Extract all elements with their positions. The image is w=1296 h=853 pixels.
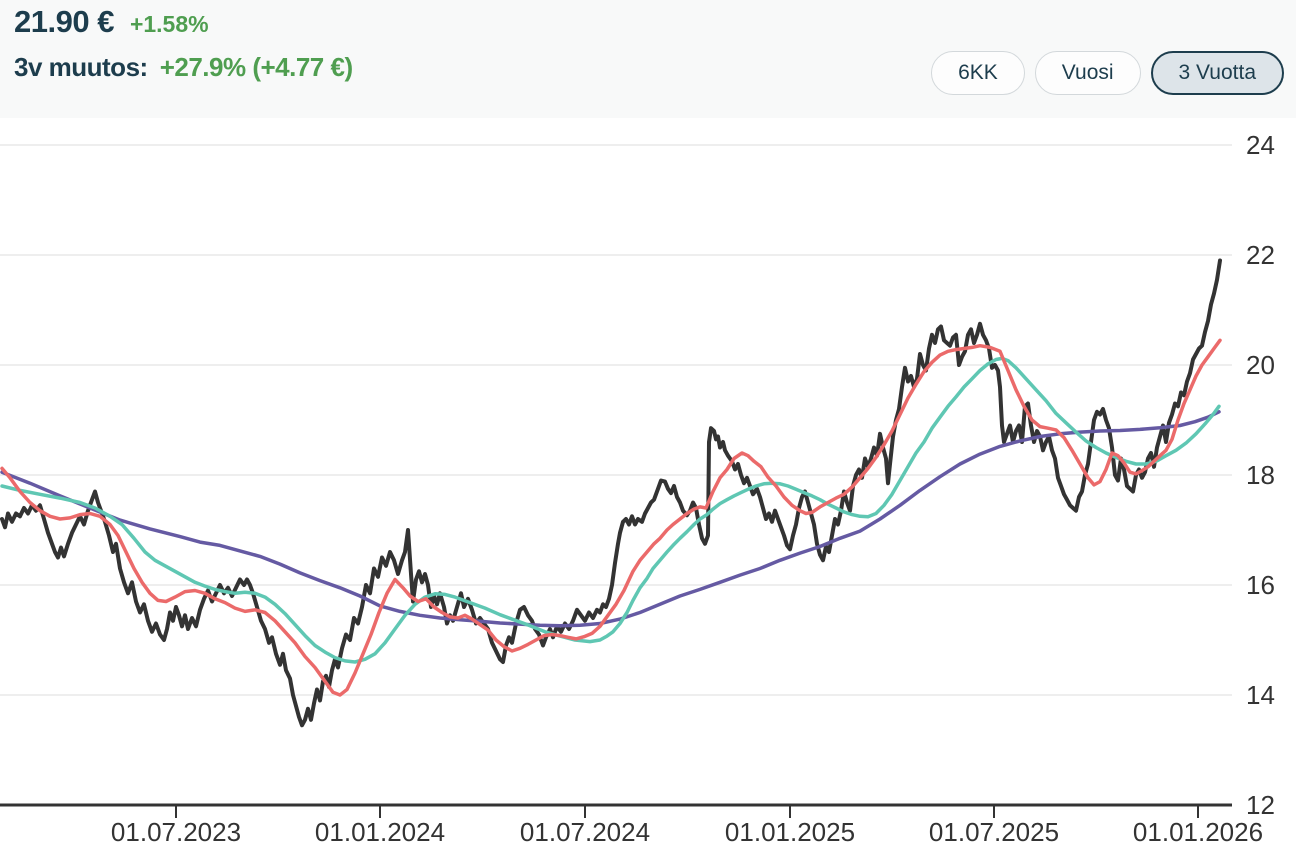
chart-header: 21.90 € +1.58% 3v muutos: +27.9% (+4.77 … (0, 0, 1296, 118)
y-axis-label-12: 12 (1246, 790, 1275, 820)
price-change-percent: +1.58% (129, 11, 209, 37)
y-axis-label-18: 18 (1246, 460, 1275, 490)
x-axis-label-01.07.2024: 01.07.2024 (520, 817, 650, 847)
range-button-6kk[interactable]: 6KK (931, 51, 1025, 95)
range-button-group: 6KK Vuosi 3 Vuotta (931, 51, 1284, 95)
series-ma-short (0, 338, 1222, 697)
x-axis-label-01.01.2025: 01.01.2025 (725, 817, 855, 847)
x-axis-label-01.01.2024: 01.01.2024 (315, 817, 445, 847)
period-change-row: 3v muutos: +27.9% (+4.77 €) (14, 52, 353, 83)
period-change-label: 3v muutos: (14, 52, 148, 82)
series-ma-long (0, 410, 1221, 628)
y-axis-label-16: 16 (1246, 570, 1275, 600)
series-ma-medium (0, 356, 1221, 664)
range-button-vuosi[interactable]: Vuosi (1034, 51, 1141, 95)
period-change-value: +27.9% (+4.77 €) (159, 52, 353, 82)
x-axis-label-01.01.2026: 01.01.2026 (1133, 817, 1263, 847)
y-axis-label-22: 22 (1246, 240, 1275, 270)
price-row: 21.90 € +1.58% (14, 4, 209, 40)
x-axis-label-01.07.2025: 01.07.2025 (929, 817, 1059, 847)
current-price: 21.90 € (14, 4, 114, 39)
series-price (0, 258, 1222, 728)
y-axis-label-14: 14 (1246, 680, 1275, 710)
x-axis-label-01.07.2023: 01.07.2023 (111, 817, 241, 847)
y-axis-label-24: 24 (1246, 130, 1275, 160)
y-axis-label-20: 20 (1246, 350, 1275, 380)
range-button-3-vuotta[interactable]: 3 Vuotta (1150, 51, 1284, 95)
